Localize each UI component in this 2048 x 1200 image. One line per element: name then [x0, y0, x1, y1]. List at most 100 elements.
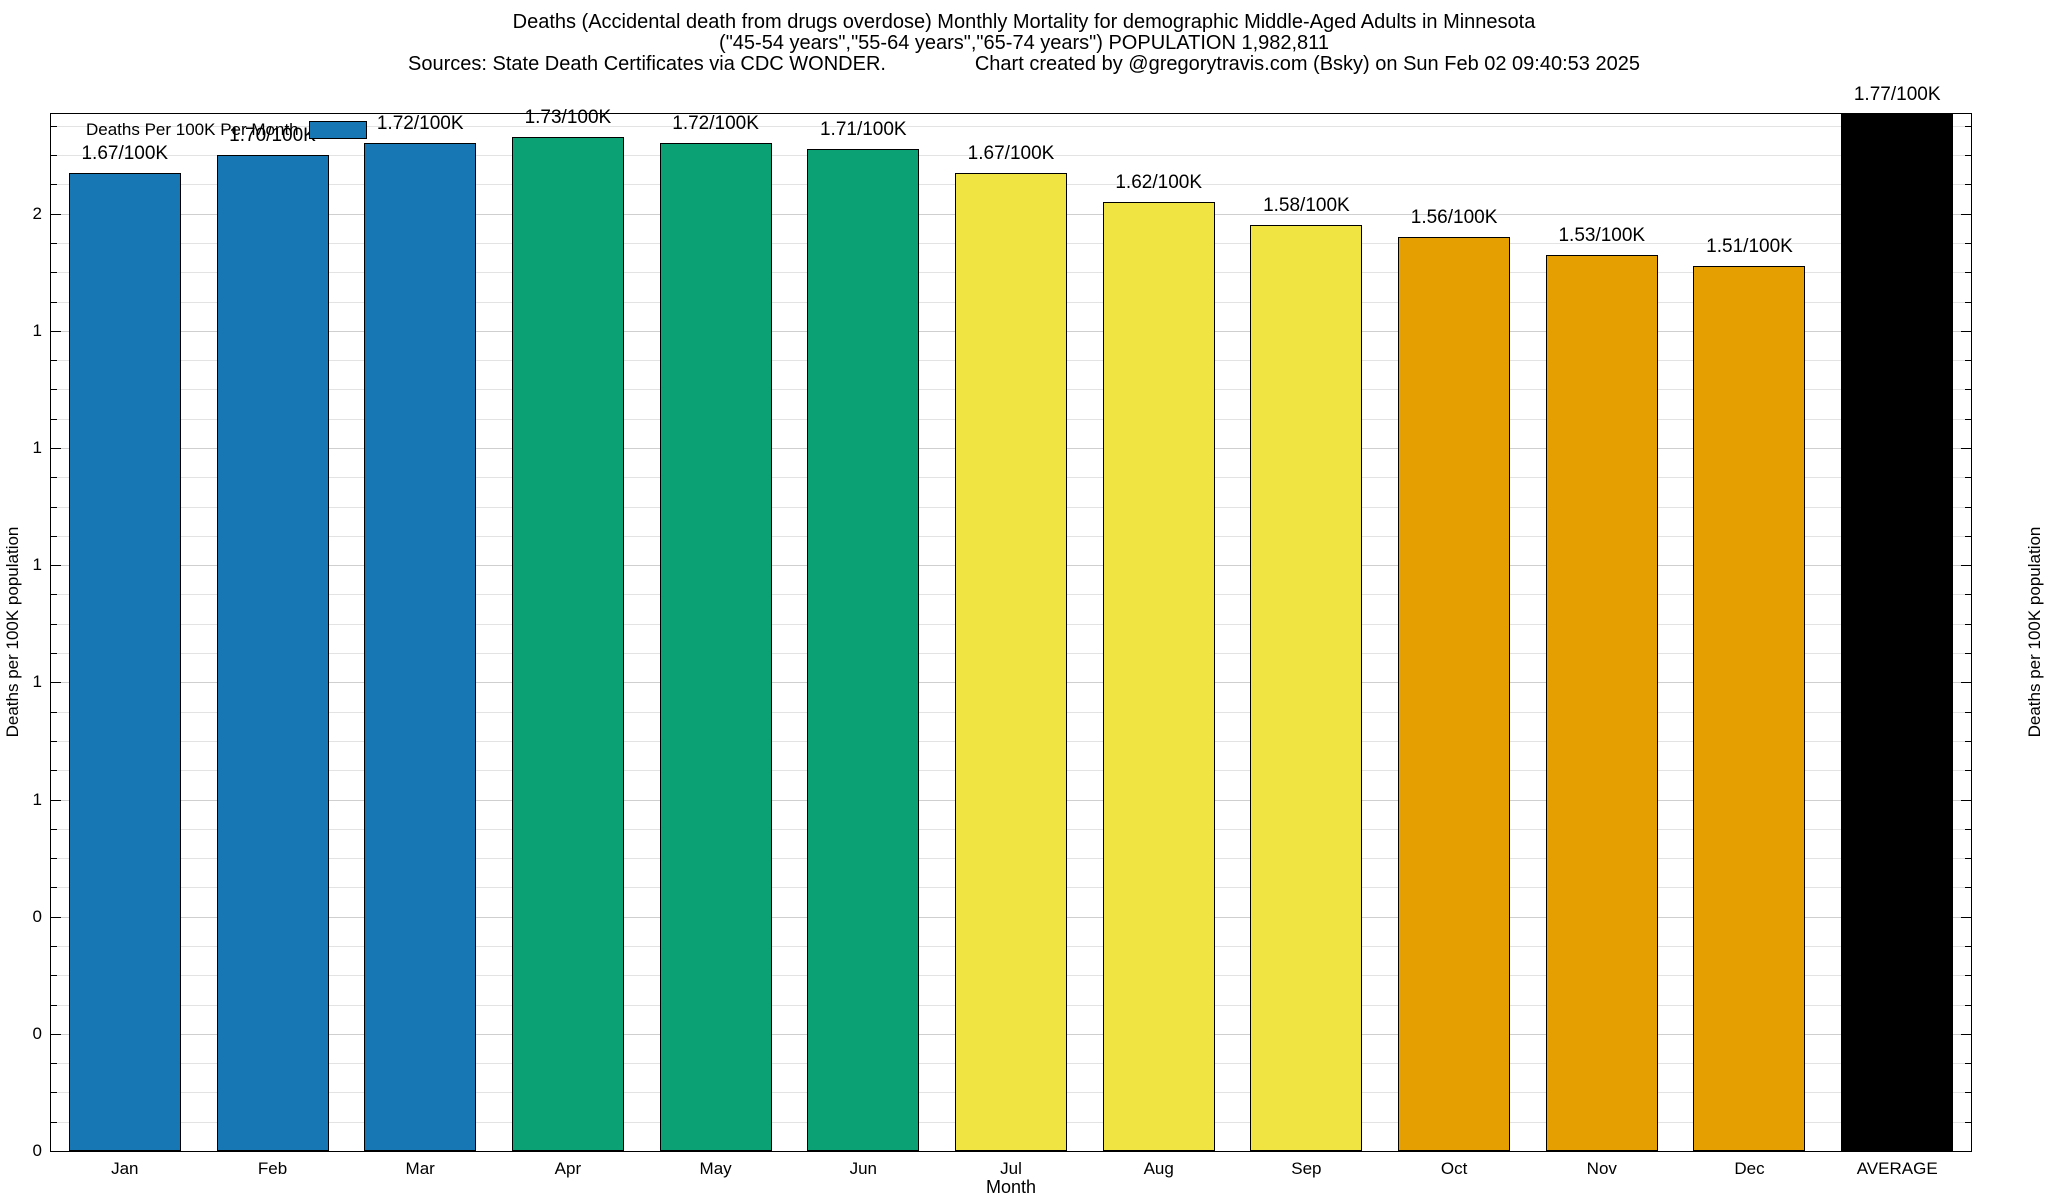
axis-tick — [1965, 1063, 1971, 1065]
bar-jun — [807, 149, 919, 1151]
axis-tick — [1965, 418, 1971, 420]
axis-tick — [1965, 125, 1971, 127]
axis-tick — [1965, 184, 1971, 186]
axis-tick — [51, 858, 57, 860]
axis-tick — [51, 594, 57, 596]
axis-tick — [51, 711, 57, 713]
axis-tick — [51, 155, 57, 156]
x-tick-label: Sep — [1291, 1159, 1322, 1178]
x-tick-label: May — [699, 1159, 732, 1178]
axis-tick — [51, 770, 57, 772]
y-tick-label: 0 — [32, 906, 42, 926]
axis-tick — [1965, 770, 1971, 772]
bar-value-label: 1.58/100K — [1263, 195, 1350, 216]
y-tick-label: 1 — [32, 555, 42, 575]
bar-value-label: 1.67/100K — [81, 143, 169, 164]
axis-tick — [1965, 975, 1971, 977]
gridline — [51, 155, 1971, 156]
bar-average — [1841, 114, 1953, 1151]
bar-value-label: 1.73/100K — [524, 107, 612, 128]
plot-area: Deaths Per 100K Per Month 0 0 0 1 1 1 1 1 2 1.67/… — [33, 84, 1972, 1178]
legend: Deaths Per 100K Per Month — [86, 120, 367, 140]
bar-dec — [1693, 266, 1805, 1151]
x-tick-label: Mar — [405, 1159, 435, 1178]
axis-tick — [51, 418, 57, 420]
axis-tick — [1965, 360, 1971, 362]
axis-tick — [1965, 945, 1971, 947]
axis-tick — [1965, 1004, 1971, 1006]
x-tick-label: Apr — [554, 1159, 582, 1178]
axis-tick — [51, 565, 61, 567]
axis-tick — [1965, 155, 1971, 156]
y-tick-label: 1 — [32, 437, 42, 457]
bar-may — [660, 143, 772, 1151]
bar-value-label: 1.56/100K — [1410, 207, 1498, 228]
bar-feb — [217, 155, 329, 1151]
axis-tick — [51, 330, 61, 332]
x-tick-label: Dec — [1734, 1159, 1765, 1178]
y-axis-label-left: Deaths per 100K population — [3, 526, 22, 738]
bar-nov — [1546, 255, 1658, 1151]
x-tick-label: Feb — [257, 1159, 288, 1178]
x-tick-label: Jan — [111, 1159, 139, 1178]
bar-sep — [1250, 225, 1362, 1151]
axis-tick — [1965, 711, 1971, 713]
axis-tick — [1961, 916, 1971, 918]
axis-tick — [1965, 242, 1971, 244]
axis-tick — [1965, 1092, 1971, 1094]
axis-tick — [51, 535, 57, 537]
bar-value-label: 1.72/100K — [376, 113, 464, 134]
axis-tick — [1961, 1033, 1971, 1035]
axis-tick — [51, 125, 57, 127]
axis-tick — [51, 653, 57, 654]
axis-tick — [51, 447, 61, 449]
axis-tick — [51, 887, 57, 889]
axis-tick — [51, 506, 57, 508]
bar-jan — [69, 173, 181, 1151]
y-tick-label: 0 — [32, 1141, 42, 1160]
axis-tick — [1965, 623, 1971, 625]
axis-tick — [1965, 887, 1971, 889]
axis-tick — [51, 360, 57, 362]
axis-tick — [51, 1004, 57, 1006]
y-tick-label: 0 — [32, 1023, 42, 1043]
legend-swatch — [308, 121, 367, 139]
axis-tick — [51, 184, 57, 186]
axis-tick — [51, 828, 57, 830]
axis-tick — [51, 623, 57, 625]
axis-tick — [51, 945, 57, 947]
bar-jul — [955, 173, 1067, 1151]
y-tick-label: 1 — [32, 789, 42, 809]
axis-tick — [1961, 447, 1971, 449]
y-tick-label: 1 — [32, 672, 42, 692]
legend-label: Deaths Per 100K Per Month — [86, 120, 299, 139]
bar-value-label: 1.62/100K — [1115, 172, 1203, 193]
bar-apr — [512, 137, 624, 1151]
bar-value-label: 1.72/100K — [672, 113, 759, 134]
axis-tick — [1965, 535, 1971, 537]
chart-header: Deaths (Accidental death from drugs over… — [0, 12, 2048, 75]
y-tick-label: 1 — [32, 320, 42, 340]
axis-tick — [51, 916, 61, 918]
bar-value-label: 1.71/100K — [819, 119, 907, 140]
axis-tick — [51, 1092, 57, 1094]
bar-oct — [1398, 237, 1510, 1151]
axis-tick — [1961, 213, 1971, 215]
y-tick-label: 2 — [32, 203, 42, 223]
axis-tick — [1965, 477, 1971, 479]
axis-tick — [1965, 1121, 1971, 1123]
bar-mar — [364, 143, 476, 1151]
axis-tick — [51, 1063, 57, 1065]
axis-tick — [1965, 506, 1971, 508]
axis-tick — [1965, 301, 1971, 303]
axis-tick — [1965, 858, 1971, 860]
bar-value-label: 1.77/100K — [1853, 84, 1941, 105]
axis-tick — [51, 477, 57, 479]
chart-title: Deaths (Accidental death from drugs over… — [512, 11, 1536, 33]
axis-tick — [51, 682, 61, 684]
bar-value-label: 1.70/100K — [229, 125, 316, 146]
x-tick-label: Nov — [1586, 1159, 1617, 1178]
axis-tick — [1965, 389, 1971, 391]
axis-tick — [51, 1121, 57, 1123]
